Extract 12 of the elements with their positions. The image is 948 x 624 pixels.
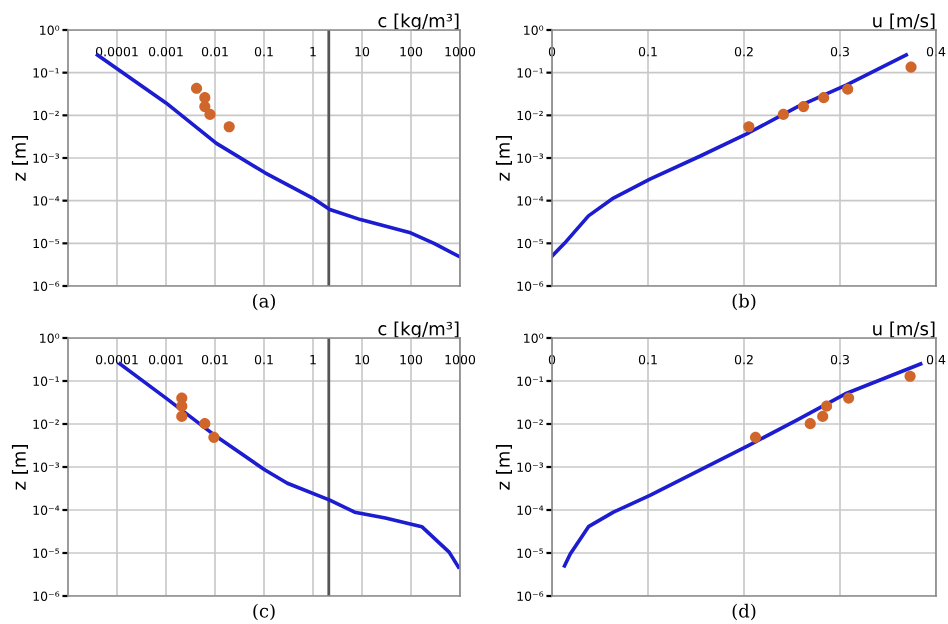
y-axis-title: z [m]	[495, 445, 512, 490]
y-axis-title: z [m]	[495, 136, 512, 181]
text: (b)	[732, 293, 756, 311]
text: (d)	[732, 603, 756, 621]
text: (a)	[253, 293, 275, 311]
y-axis-title: z [m]	[11, 445, 28, 490]
y-axis-title: z [m]	[11, 136, 28, 181]
x-axis-title: u [m/s]	[873, 321, 935, 338]
x-axis-title: u [m/s]	[873, 13, 935, 30]
x-axis-title: c [kg/m³]	[378, 321, 459, 339]
x-axis-title: c [kg/m³]	[378, 13, 459, 31]
text: (c)	[253, 603, 275, 621]
